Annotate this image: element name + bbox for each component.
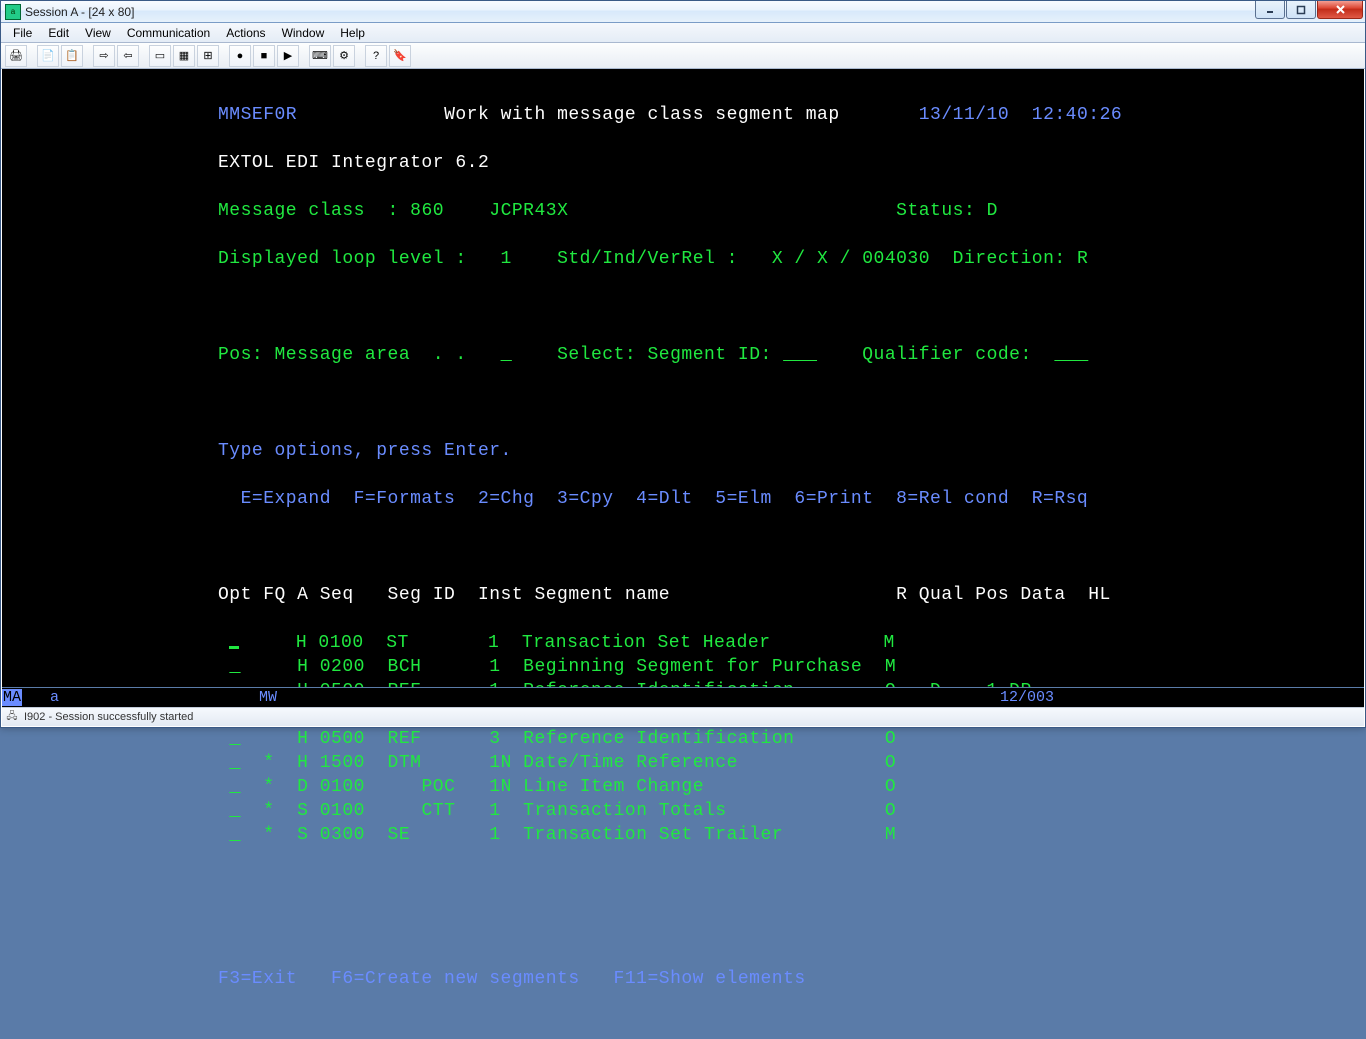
column-headers: Opt FQ A Seq Seg ID Inst Segment name R … <box>218 585 1111 605</box>
maximize-button[interactable] <box>1286 1 1316 19</box>
tool-settings-icon[interactable]: ⚙ <box>333 45 355 67</box>
type-prompt: Type options, press Enter. <box>218 441 512 461</box>
oia-mw: MW <box>259 689 277 706</box>
table-row: * S 0100 CTT 1 Transaction Totals O <box>2 799 1364 823</box>
class-name: JCPR43X <box>489 201 568 221</box>
tool-paste-icon[interactable]: 📋 <box>61 45 83 67</box>
tool-display-icon[interactable]: ▭ <box>149 45 171 67</box>
product-line: EXTOL EDI Integrator 6.2 <box>218 153 489 173</box>
app-icon: a <box>5 4 21 20</box>
menu-window[interactable]: Window <box>274 24 333 42</box>
toolbar: 🖨 📄 📋 ⇨ ⇦ ▭ ▦ ⊞ ● ■ ▶ ⌨ ⚙ ? 🔖 <box>1 43 1365 69</box>
oia-ma: MA <box>2 689 22 706</box>
tool-stop-icon[interactable]: ■ <box>253 45 275 67</box>
tool-index-icon[interactable]: 🔖 <box>389 45 411 67</box>
table-row: * D 0100 POC 1N Line Item Change O <box>2 775 1364 799</box>
table-row: H 0200 BCH 1 Beginning Segment for Purch… <box>2 655 1364 679</box>
std-value: X / X / 004030 <box>772 249 930 269</box>
tool-recv-icon[interactable]: ⇦ <box>117 45 139 67</box>
close-button[interactable] <box>1317 1 1363 19</box>
table-row: * H 1500 DTM 1N Date/Time Reference O <box>2 751 1364 775</box>
function-keys: F3=Exit F6=Create new segments F11=Show … <box>218 969 806 989</box>
opt-input[interactable] <box>229 729 240 749</box>
tool-print-icon[interactable]: 🖨 <box>5 45 27 67</box>
status-network-icon: 🖧 <box>4 709 20 725</box>
screen-date: 13/11/10 <box>919 105 1009 125</box>
menu-actions[interactable]: Actions <box>218 24 273 42</box>
oia-a-ind: a <box>50 689 59 706</box>
screen-title: Work with message class segment map <box>444 105 840 125</box>
window-buttons <box>1255 1 1363 19</box>
qual-label: Qualifier code: <box>862 345 1032 365</box>
tool-color-icon[interactable]: ▦ <box>173 45 195 67</box>
tool-help-icon[interactable]: ? <box>365 45 387 67</box>
minimize-button[interactable] <box>1255 1 1285 19</box>
app-window: a Session A - [24 x 80] File Edit View C… <box>0 0 1366 728</box>
opt-input[interactable] <box>229 753 240 773</box>
options-line: E=Expand F=Formats 2=Chg 3=Cpy 4=Dlt 5=E… <box>218 489 1088 509</box>
pos-input[interactable] <box>501 345 512 365</box>
std-label: Std/Ind/VerRel : <box>557 249 738 269</box>
opt-input[interactable] <box>229 801 240 821</box>
table-row: H 0500 REF 3 Reference Identification O <box>2 727 1364 751</box>
tool-play-icon[interactable]: ▶ <box>277 45 299 67</box>
tool-send-icon[interactable]: ⇨ <box>93 45 115 67</box>
qual-input[interactable] <box>1054 345 1088 365</box>
status-label: Status: <box>896 201 975 221</box>
table-row: H 0100 ST 1 Transaction Set Header M <box>2 631 1364 655</box>
program-name: MMSEF0R <box>218 105 297 125</box>
menu-edit[interactable]: Edit <box>40 24 77 42</box>
terminal-screen[interactable]: MMSEF0R Work with message class segment … <box>2 69 1364 687</box>
menu-view[interactable]: View <box>77 24 119 42</box>
dir-label: Direction: <box>953 249 1066 269</box>
menubar: File Edit View Communication Actions Win… <box>1 23 1365 43</box>
tool-record-icon[interactable]: ● <box>229 45 251 67</box>
class-value: 860 <box>410 201 444 221</box>
tool-copy-icon[interactable]: 📄 <box>37 45 59 67</box>
opt-input[interactable] <box>229 777 240 797</box>
opt-input[interactable] <box>229 657 240 677</box>
class-label: Message class : <box>218 201 399 221</box>
cursor-icon <box>229 646 239 649</box>
select-label: Select: Segment ID: <box>557 345 772 365</box>
status-bar: 🖧 I902 - Session successfully started <box>2 707 1364 726</box>
menu-file[interactable]: File <box>5 24 40 42</box>
pos-label: Pos: Message area . . <box>218 345 467 365</box>
tool-map-icon[interactable]: ⊞ <box>197 45 219 67</box>
loop-label: Displayed loop level : <box>218 249 467 269</box>
window-title: Session A - [24 x 80] <box>25 5 134 19</box>
titlebar: a Session A - [24 x 80] <box>1 1 1365 23</box>
screen-time: 12:40:26 <box>1032 105 1122 125</box>
oia-cursor-pos: 12/003 <box>1000 689 1054 706</box>
loop-value: 1 <box>501 249 512 269</box>
segid-input[interactable] <box>783 345 817 365</box>
tool-key-icon[interactable]: ⌨ <box>309 45 331 67</box>
menu-communication[interactable]: Communication <box>119 24 218 42</box>
menu-help[interactable]: Help <box>332 24 373 42</box>
status-message: I902 - Session successfully started <box>24 711 193 723</box>
dir-value: R <box>1077 249 1088 269</box>
table-row: * S 0300 SE 1 Transaction Set Trailer M <box>2 823 1364 847</box>
oia-line: MA a MW 12/003 <box>2 687 1364 707</box>
status-value: D <box>987 201 998 221</box>
opt-input[interactable] <box>229 825 240 845</box>
